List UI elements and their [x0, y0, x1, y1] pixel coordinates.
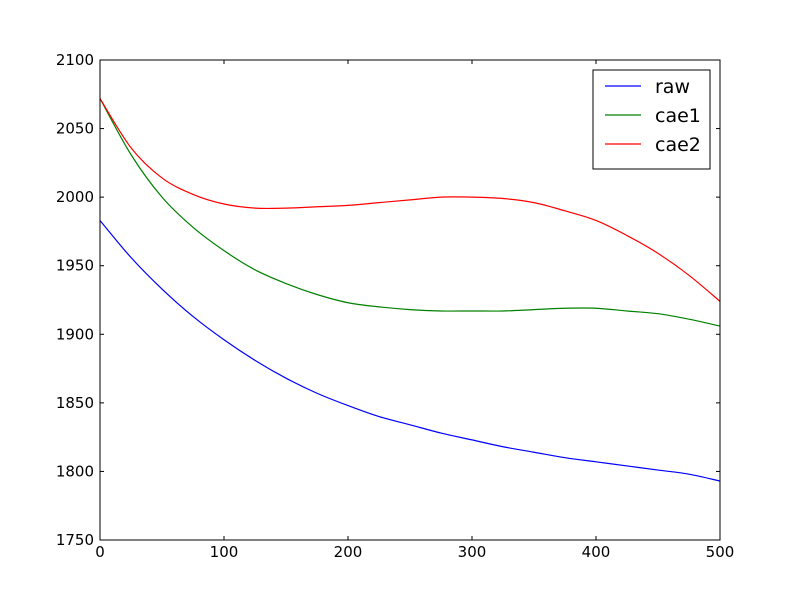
plot-frame [99, 59, 721, 541]
legend-label-raw: raw [655, 76, 690, 98]
legend-label-cae2: cae2 [655, 134, 701, 156]
legend: raw cae1 cae2 [592, 69, 711, 170]
x-tick-label: 400 [582, 543, 611, 561]
y-tick-label: 2000 [56, 188, 94, 206]
y-tick-label: 1800 [56, 462, 94, 480]
x-tick-label: 300 [458, 543, 487, 561]
series-layer [99, 98, 721, 482]
y-tick-label: 1950 [56, 257, 94, 275]
y-tick-label: 1900 [56, 325, 94, 343]
legend-label-cae1: cae1 [655, 105, 701, 127]
axis-ticks: 0 100 200 300 400 500 1750 1800 1850 1900 1950 2000… [56, 51, 735, 561]
y-tick-label: 2100 [56, 51, 94, 69]
series-line-raw [99, 220, 721, 482]
x-tick-label: 500 [706, 543, 735, 561]
series-line-cae1 [99, 98, 721, 327]
x-tick-label: 0 [95, 543, 105, 561]
y-tick-label: 2050 [56, 120, 94, 138]
series-line-cae2 [99, 98, 721, 302]
y-tick-label: 1750 [56, 531, 94, 549]
y-tick-label: 1850 [56, 394, 94, 412]
x-tick-label: 200 [334, 543, 363, 561]
x-tick-label: 100 [210, 543, 239, 561]
